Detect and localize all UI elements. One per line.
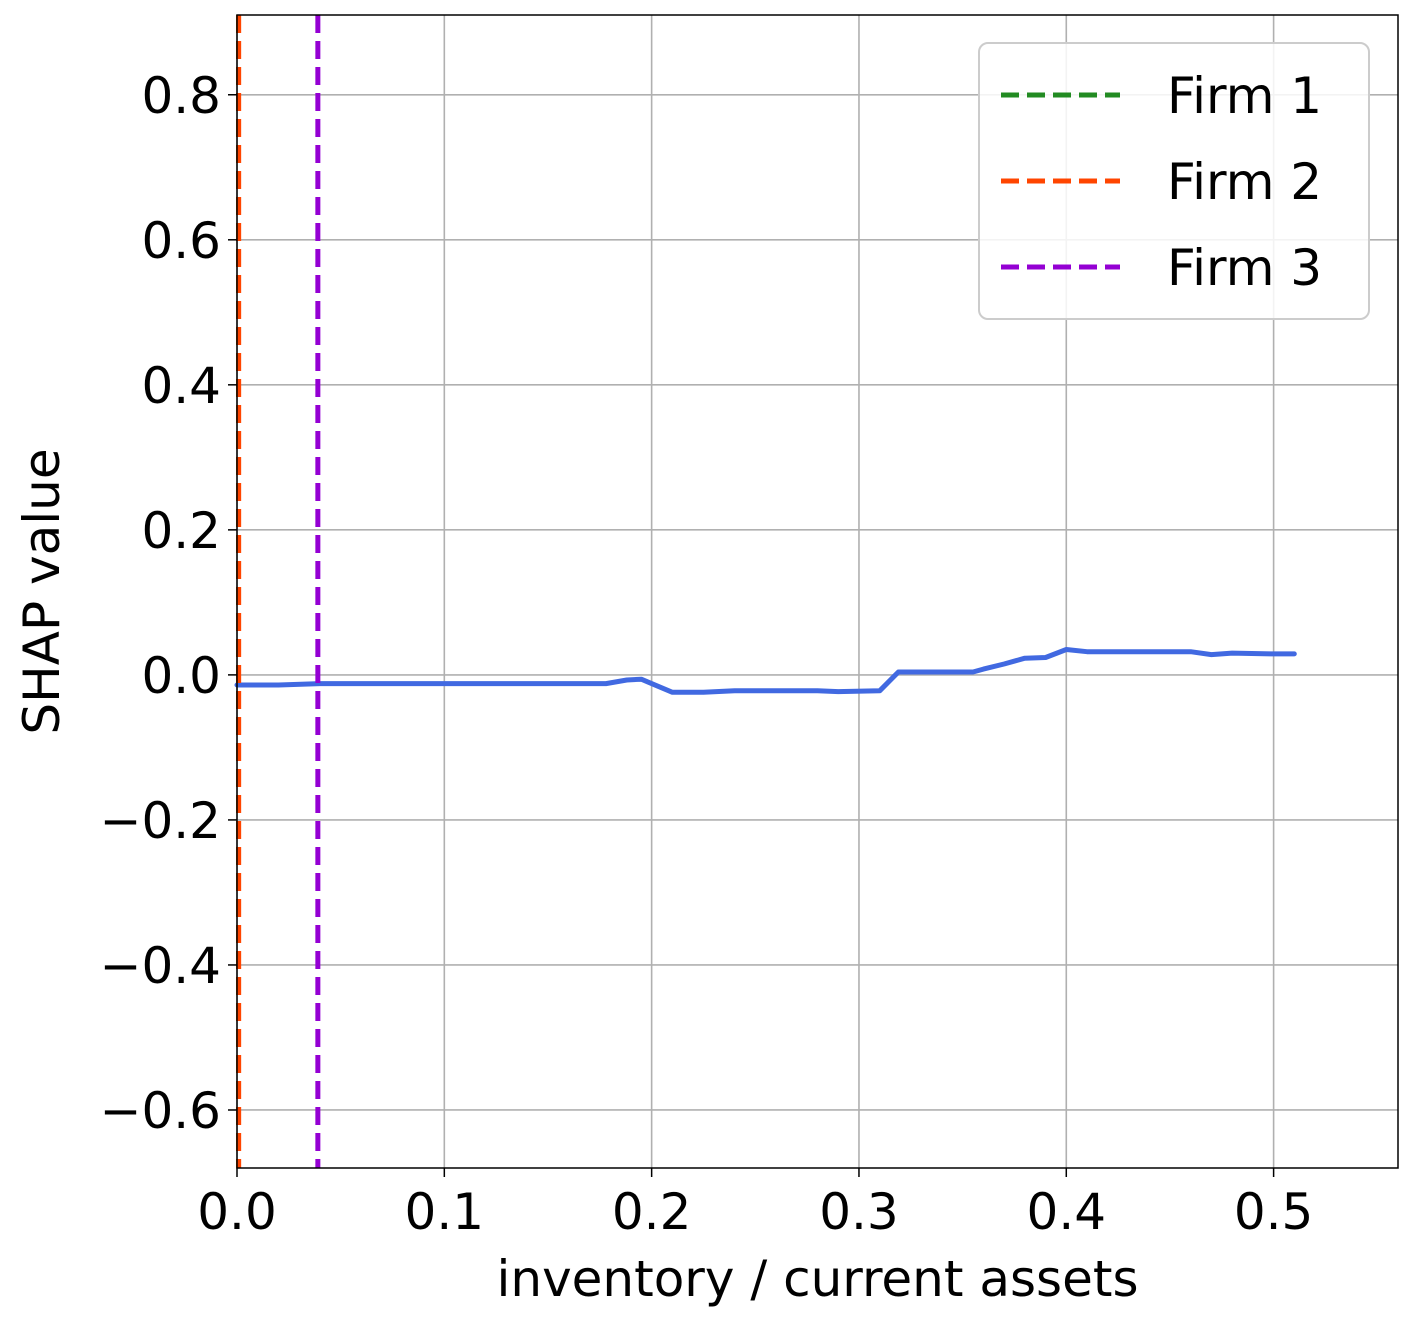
x-tick-label-0: 0.0 <box>197 1183 277 1241</box>
axis-ticks: 0.0 0.1 0.2 0.3 0.4 0.5 −0.6 −0.4 −0.2 0.0 0.2 0.4 0… <box>100 67 1314 1241</box>
x-tick-label-2: 0.2 <box>612 1183 692 1241</box>
legend-label-1: Firm 1 <box>1167 67 1322 125</box>
x-tick-label-3: 0.3 <box>819 1183 899 1241</box>
firm-reference-lines <box>236 15 321 1168</box>
series-layer <box>234 647 1297 695</box>
y-tick-label-3: 0.0 <box>141 647 221 705</box>
y-tick-label-1: −0.4 <box>100 937 221 995</box>
x-axis-label: inventory / current assets <box>496 1250 1138 1308</box>
x-tick-label-5: 0.5 <box>1234 1183 1314 1241</box>
x-tick-label-4: 0.4 <box>1027 1183 1107 1241</box>
y-tick-label-6: 0.6 <box>141 212 221 270</box>
y-tick-label-5: 0.4 <box>141 357 221 415</box>
plot-frame <box>236 14 1399 1169</box>
y-tick-label-4: 0.2 <box>141 502 221 560</box>
x-tick-label-1: 0.1 <box>405 1183 485 1241</box>
y-tick-label-2: −0.2 <box>100 792 221 850</box>
y-tick-label-7: 0.8 <box>141 67 221 125</box>
legend-label-2: Firm 2 <box>1167 153 1322 211</box>
y-axis-label: SHAP value <box>13 448 71 734</box>
series-line-0 <box>234 647 1297 695</box>
legend-box <box>978 42 1370 320</box>
legend: Firm 1 Firm 2 Firm 3 <box>978 42 1370 320</box>
y-tick-label-0: −0.6 <box>100 1082 221 1140</box>
legend-label-3: Firm 3 <box>1167 239 1322 297</box>
